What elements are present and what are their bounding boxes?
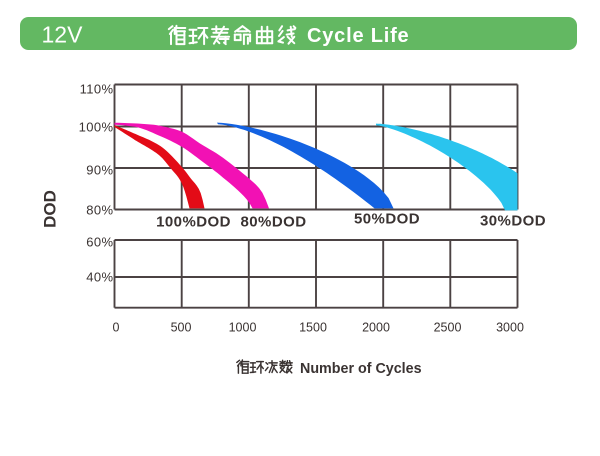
svg-text:3000: 3000: [496, 321, 524, 335]
svg-text:500: 500: [171, 321, 192, 335]
svg-text:50%DOD: 50%DOD: [354, 211, 420, 228]
svg-text:90%: 90%: [86, 163, 113, 178]
svg-text:2000: 2000: [362, 321, 390, 335]
svg-text:80%DOD: 80%DOD: [240, 214, 306, 231]
svg-text:12V: 12V: [42, 22, 84, 48]
svg-text:DOD: DOD: [41, 190, 60, 228]
svg-text:Number of Cycles: Number of Cycles: [300, 361, 422, 377]
svg-text:1500: 1500: [299, 321, 327, 335]
svg-text:30%DOD: 30%DOD: [480, 213, 546, 230]
svg-text:60%: 60%: [86, 234, 113, 249]
svg-text:100%DOD: 100%DOD: [156, 214, 231, 231]
svg-text:40%: 40%: [86, 270, 113, 285]
svg-text:2500: 2500: [434, 321, 462, 335]
svg-text:1000: 1000: [229, 321, 257, 335]
svg-text:Cycle Life: Cycle Life: [307, 25, 409, 47]
svg-text:80%: 80%: [86, 202, 113, 217]
svg-text:100%: 100%: [79, 120, 114, 135]
svg-text:110%: 110%: [80, 81, 114, 96]
svg-text:0: 0: [113, 321, 120, 335]
